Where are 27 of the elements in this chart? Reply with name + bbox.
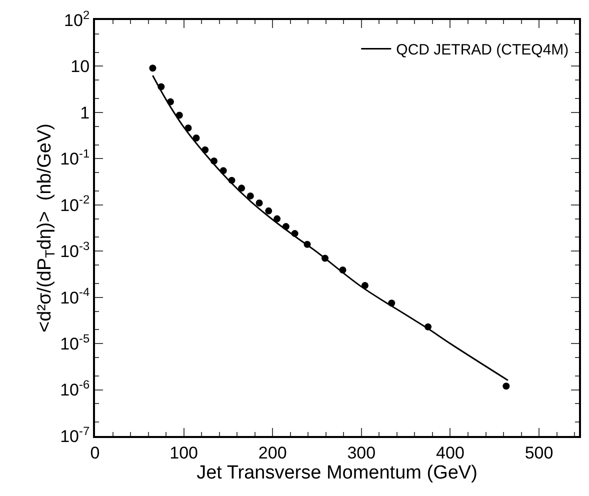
y-tick-label: 10$^{2}$ <box>64 8 90 30</box>
point <box>502 382 510 390</box>
x-tick-label: 300 <box>347 443 376 462</box>
point <box>256 199 263 206</box>
point <box>246 192 254 200</box>
y-tick-label: 10$^{-2}$ <box>60 192 90 215</box>
legend-label: QCD JETRAD (CTEQ4M) <box>396 42 569 59</box>
x-tick-label: 100 <box>170 443 198 462</box>
x-axis-title: Jet Transverse Momentum (GeV) <box>196 462 478 484</box>
x-tick-label: 500 <box>524 443 554 462</box>
y-tick-label: 10 <box>70 57 90 76</box>
y-tick-label: 10$^{-3}$ <box>60 238 90 262</box>
x-tick-label: 200 <box>258 443 287 462</box>
y-tick-label: 10$^{-1}$ <box>60 146 90 169</box>
point <box>238 184 246 192</box>
y-tick-label: 10$^{-7}$ <box>60 424 90 446</box>
point <box>192 134 200 142</box>
y-tick-label: 10$^{-5}$ <box>60 331 90 354</box>
point <box>274 215 281 222</box>
x-tick-label: 400 <box>436 443 464 462</box>
x-tick-label: 0 <box>90 443 100 462</box>
y-tick-label: 10$^{-6}$ <box>60 378 90 400</box>
y-tick-label: 1 <box>80 103 90 122</box>
line-series <box>152 74 509 382</box>
y-tick-label: 10$^{-4}$ <box>60 285 90 308</box>
point <box>265 207 272 214</box>
point <box>149 64 156 72</box>
